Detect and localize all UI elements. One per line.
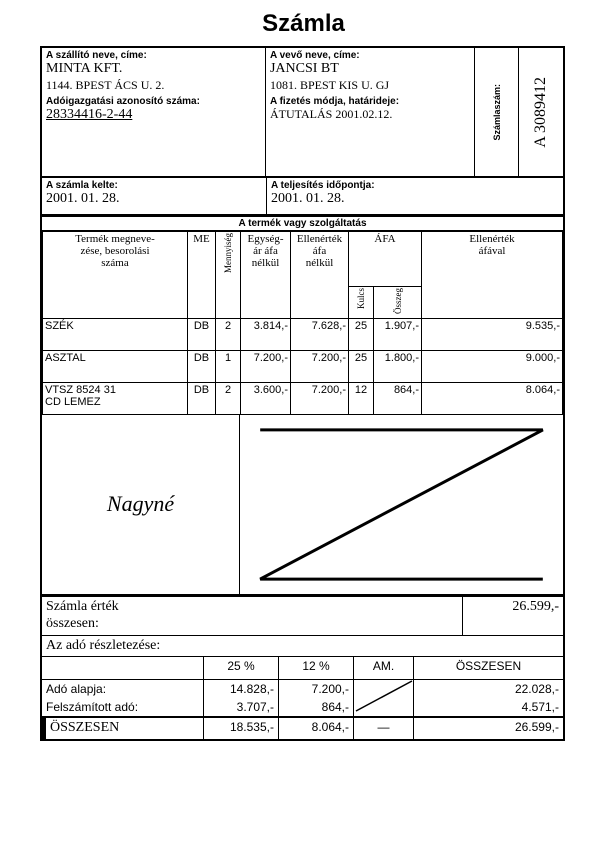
- total-value: 26.599,-: [463, 597, 563, 635]
- cell-vat: 864,-: [374, 383, 422, 415]
- breakdown-label: Az adó részletezése:: [42, 636, 563, 657]
- perf-date: 2001. 01. 28.: [271, 191, 559, 208]
- cell-rate: 25: [349, 319, 374, 351]
- col-total: ÖSSZESEN: [414, 657, 563, 679]
- invoice-frame: A szállító neve, címe: MINTA KFT. 1144. …: [40, 46, 565, 741]
- sum-25: 18.535,-: [204, 718, 279, 739]
- cell-gross: 9.535,-: [422, 319, 563, 351]
- invoice-no: A 3089412: [531, 77, 550, 148]
- issue-date-label: A számla kelte:: [46, 180, 262, 191]
- cell-net: 7.200,-: [291, 383, 349, 415]
- cell-net: 7.200,-: [291, 351, 349, 383]
- section-label: A termék vagy szolgáltatás: [42, 216, 563, 231]
- base-12: 7.200,-: [279, 680, 354, 698]
- vat-12: 864,-: [279, 698, 354, 716]
- cell-name: SZÉK: [43, 319, 188, 351]
- col-name: Termék megneve- zése, besorolási száma: [43, 232, 188, 319]
- table-row: SZÉKDB23.814,-7.628,-251.907,-9.535,-: [43, 319, 563, 351]
- buyer-address: 1081. BPEST KIS U. GJ: [270, 78, 470, 92]
- cell-gross: 8.064,-: [422, 383, 563, 415]
- signature: Nagyné: [107, 491, 174, 517]
- cell-name: ASZTAL: [43, 351, 188, 383]
- cell-qty: 2: [216, 383, 241, 415]
- cell-vat: 1.907,-: [374, 319, 422, 351]
- col-vat-group: ÁFA: [349, 232, 422, 287]
- sum-12: 8.064,-: [279, 718, 354, 739]
- supplier-name-label: A szállító neve, címe:: [46, 50, 261, 61]
- col-net: Ellenérték áfa nélkül: [291, 232, 349, 319]
- sum-total: 26.599,-: [414, 718, 563, 739]
- supplier-name: MINTA KFT.: [46, 61, 261, 78]
- base-label: Adó alapja:: [42, 680, 204, 698]
- col-unit: Egység- ár áfa nélkül: [241, 232, 291, 319]
- table-row: VTSZ 8524 31 CD LEMEZDB23.600,-7.200,-12…: [43, 383, 563, 415]
- col-25: 25 %: [204, 657, 279, 679]
- sum-am: —: [354, 718, 414, 739]
- col-gross: Ellenérték áfával: [422, 232, 563, 319]
- cell-net: 7.628,-: [291, 319, 349, 351]
- vat-label: Felszámított adó:: [42, 698, 204, 716]
- cell-me: DB: [188, 351, 216, 383]
- base-am: [354, 680, 414, 698]
- buyer-name: JANCSI BT: [270, 61, 470, 78]
- col-vat-amt: Összeg: [374, 287, 422, 319]
- buyer-name-label: A vevő neve, címe:: [270, 50, 470, 61]
- vat-total: 4.571,-: [414, 698, 563, 716]
- cell-name: VTSZ 8524 31 CD LEMEZ: [43, 383, 188, 415]
- col-me: ME: [188, 232, 216, 319]
- cell-me: DB: [188, 383, 216, 415]
- cell-unit: 3.600,-: [241, 383, 291, 415]
- page-title: Számla: [40, 10, 567, 38]
- vat-25: 3.707,-: [204, 698, 279, 716]
- sum-row-label: ÖSSZESEN: [42, 718, 204, 739]
- buyer-pay-label: A fizetés módja, határideje:: [270, 96, 470, 107]
- signature-area: Nagyné: [42, 415, 563, 595]
- cell-rate: 12: [349, 383, 374, 415]
- buyer-pay: ÁTUTALÁS 2001.02.12.: [270, 107, 470, 121]
- cell-qty: 2: [216, 319, 241, 351]
- table-row: ASZTALDB17.200,-7.200,-251.800,-9.000,-: [43, 351, 563, 383]
- cell-unit: 7.200,-: [241, 351, 291, 383]
- cell-vat: 1.800,-: [374, 351, 422, 383]
- slash-icon: [354, 679, 414, 713]
- z-crossout-icon: [240, 415, 563, 594]
- cell-qty: 1: [216, 351, 241, 383]
- invoice-no-label: Számlaszám:: [492, 84, 502, 141]
- cell-me: DB: [188, 319, 216, 351]
- cell-rate: 25: [349, 351, 374, 383]
- items-table: Termék megneve- zése, besorolási száma M…: [42, 231, 563, 415]
- col-vat-rate: Kulcs: [349, 287, 374, 319]
- supplier-address: 1144. BPEST ÁCS U. 2.: [46, 78, 261, 92]
- supplier-tax-id: 28334416-2-44: [46, 107, 261, 124]
- supplier-tax-label: Adóigazgatási azonosító száma:: [46, 96, 261, 107]
- cell-unit: 3.814,-: [241, 319, 291, 351]
- total-label: Számla érték összesen:: [42, 597, 463, 635]
- col-am: AM.: [354, 657, 414, 679]
- cell-gross: 9.000,-: [422, 351, 563, 383]
- base-25: 14.828,-: [204, 680, 279, 698]
- base-total: 22.028,-: [414, 680, 563, 698]
- perf-date-label: A teljesítés időpontja:: [271, 180, 559, 191]
- issue-date: 2001. 01. 28.: [46, 191, 262, 208]
- col-12: 12 %: [279, 657, 354, 679]
- col-qty: Mennyiség: [216, 232, 241, 319]
